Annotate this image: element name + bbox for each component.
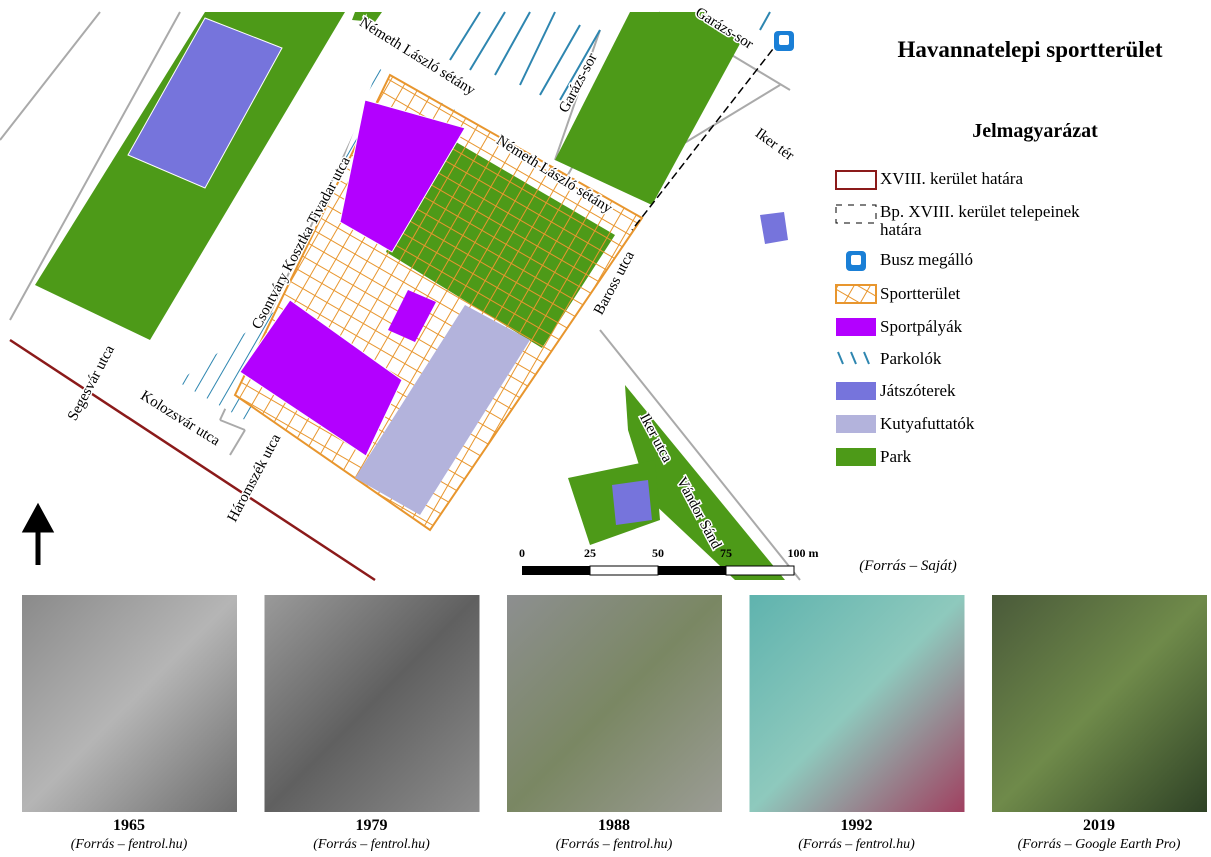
street-label: Háromszék utca [225,431,285,524]
legend-label: Sportpályák [880,317,963,336]
scale-label: 50 [652,546,664,560]
photo-source: (Forrás – fentrol.hu) [313,837,430,852]
legend-title: Jelmagyarázat [972,120,1098,142]
aerial-photo [992,595,1207,812]
street-label: Segesvár utca [65,342,118,423]
photo-year: 1988 [598,817,630,834]
legend-label: Sportterület [880,284,961,303]
photo-source: (Forrás – Google Earth Pro) [1018,837,1181,852]
aerial-photo [749,595,965,812]
photo-year: 1992 [841,817,873,834]
aerial-photo [264,595,480,812]
aerial-photo [507,595,722,812]
legend-label: Játszóterek [880,381,956,400]
photo-year: 2019 [1083,817,1115,834]
scale-label: 100 m [788,546,819,560]
legend-label: Kutyafuttatók [880,414,975,433]
map-features [0,11,801,582]
legend-label: Parkolók [880,349,942,368]
street-label: Iker tér [752,125,797,164]
legend-label: Busz megálló [880,250,974,269]
legend-label: XVIII. kerület határa [880,169,1024,188]
photo-source: (Forrás – fentrol.hu) [556,837,673,852]
map-title: Havannatelepi sportterület [897,37,1162,62]
legend-swatches [835,170,877,466]
photo-year: 1979 [356,817,388,834]
photo-source: (Forrás – fentrol.hu) [71,837,188,852]
photo-year: 1965 [113,817,145,834]
scale-label: 75 [720,546,732,560]
scale-label: 0 [519,546,525,560]
legend-label: Park [880,447,912,466]
legend-label: Bp. XVIII. kerület telepeinek határa [880,202,1080,239]
map-source: (Forrás – Saját) [859,558,957,574]
aerial-photo [22,595,237,812]
scale-label: 25 [584,546,596,560]
photo-source: (Forrás – fentrol.hu) [798,837,915,852]
